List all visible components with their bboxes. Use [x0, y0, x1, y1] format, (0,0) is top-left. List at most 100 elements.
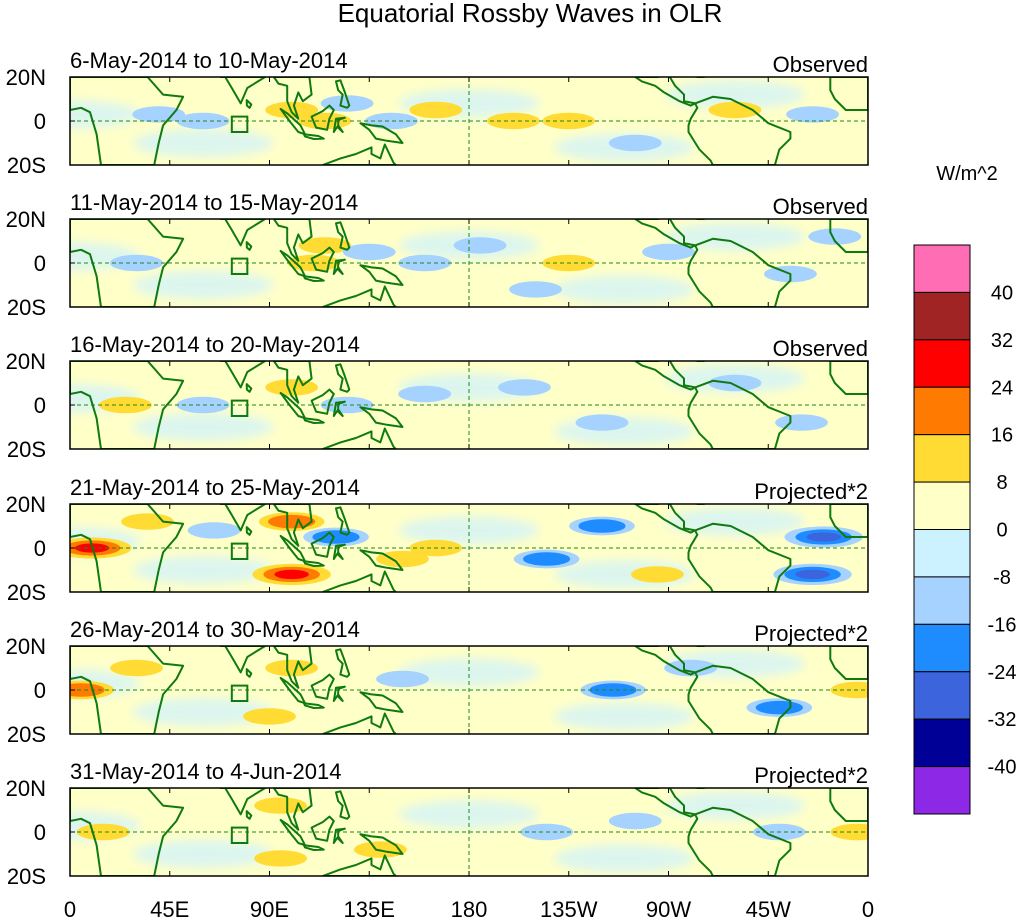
coastline [335, 79, 351, 109]
colorbar-swatch [913, 623, 971, 673]
anomaly-blob [708, 101, 762, 119]
anomaly-blob [132, 106, 186, 123]
anomaly-contour [265, 379, 319, 396]
panel-map [70, 504, 868, 592]
anomaly-contour [608, 134, 662, 152]
anomaly-contour [808, 228, 862, 245]
chart-title: Equatorial Rossby Waves in OLR [338, 0, 723, 28]
colorbar-label: -40 [988, 757, 1017, 779]
colorbar-swatch [913, 386, 971, 436]
y-tick-label: 0 [34, 109, 46, 134]
panel-period-label: 31-May-2014 to 4-Jun-2014 [70, 759, 342, 784]
colorbar-label: -16 [988, 614, 1017, 636]
reference-box [230, 826, 249, 844]
anomaly-blob [608, 134, 662, 152]
anomaly-contour [608, 812, 662, 830]
anomaly-blob [265, 379, 319, 396]
y-tick-label: 0 [34, 820, 46, 845]
colorbar-label: 24 [991, 377, 1013, 399]
coastline [694, 788, 705, 789]
coastline [687, 237, 792, 307]
panel-kind-label: Projected*2 [754, 479, 868, 504]
panel-kind-label: Observed [773, 194, 868, 219]
x-tick-label: 45E [150, 897, 189, 922]
coastline [321, 427, 397, 449]
y-tick-label: 20N [6, 349, 46, 374]
anomaly-contour [312, 530, 360, 544]
panel-1: 20N 0 20S 6-May-2014 to 10-May-2014 Observed [6, 48, 869, 178]
colorbar-units: W/m^2 [936, 163, 998, 185]
coastline [332, 827, 346, 844]
weak-negative-band [133, 271, 273, 299]
anomaly-contour [187, 522, 241, 539]
colorbar-swatch [913, 718, 971, 768]
anomaly-contour [509, 281, 562, 298]
coastline [332, 543, 346, 560]
panel-period-label: 11-May-2014 to 15-May-2014 [70, 190, 358, 215]
weak-negative-band [554, 844, 695, 873]
x-tick-label: 90E [250, 897, 289, 922]
coastline [829, 504, 868, 538]
coastline [332, 116, 346, 133]
anomaly-blob [746, 698, 813, 717]
panel-kind-label: Observed [773, 336, 868, 361]
colorbar: 40 32 24 16 8 0 -8 -16 -24 -32 -40 [913, 244, 1017, 815]
anomaly-contour [708, 374, 762, 392]
anomaly-blob [265, 659, 319, 677]
y-tick-label: 20S [7, 437, 46, 462]
reference-box [230, 399, 249, 418]
coastline [321, 143, 397, 165]
y-tick-label: 20S [7, 864, 46, 889]
anomaly-contour [76, 823, 130, 841]
panel-kind-label: Projected*2 [754, 763, 868, 788]
x-axis-ticks: 0 45E 90E 135E 180 135W 90W 45W 0 [64, 897, 874, 922]
x-tick-label: 180 [451, 897, 488, 922]
anomaly-blob [320, 396, 374, 414]
weak-negative-band [399, 800, 539, 829]
colorbar-label: -24 [988, 662, 1017, 684]
coastline [359, 549, 404, 571]
coastline [335, 506, 351, 536]
anomaly-contour [786, 106, 839, 123]
anomaly-blob [398, 385, 452, 403]
weak-negative-band [399, 516, 539, 545]
anomaly-blob [376, 670, 429, 688]
coastline [245, 241, 253, 251]
panel-map [70, 788, 868, 876]
y-tick-label: 20S [7, 153, 46, 178]
anomaly-contour [99, 396, 152, 414]
panel-map [70, 77, 868, 165]
coastline [321, 570, 397, 592]
colorbar-label: 40 [991, 282, 1013, 304]
anomaly-contour [376, 670, 429, 688]
coastline [302, 133, 325, 140]
weak-negative-band [133, 698, 273, 726]
coastline [687, 664, 792, 734]
anomaly-blob [808, 228, 862, 245]
anomaly-contour [795, 569, 830, 580]
anomaly-blob [243, 708, 296, 725]
panel-kind-label: Projected*2 [754, 621, 868, 646]
coastline [332, 685, 346, 702]
colorbar-label: 32 [991, 330, 1013, 352]
anomaly-blob [708, 374, 762, 392]
anomaly-contour [243, 708, 296, 725]
coastline [687, 806, 792, 876]
anomaly-blob [631, 566, 684, 583]
coastline [694, 646, 705, 647]
anomaly-blob [575, 414, 629, 431]
coastline [335, 790, 351, 820]
panel-4: 20N 0 20S 21-May-2014 to 25-May-2014 Project… [6, 475, 869, 605]
weak-negative-band [133, 129, 273, 157]
weak-negative-band [399, 658, 539, 687]
coastline [694, 219, 705, 220]
coastline [219, 219, 267, 247]
anomaly-contour [806, 532, 841, 542]
anomaly-blob [569, 516, 635, 536]
panel-2: 20N 0 20S 11-May-2014 to 15-May-2014 Observe… [6, 190, 869, 320]
coastline [359, 833, 404, 855]
coastline [829, 361, 868, 395]
anomaly-blob [376, 550, 429, 568]
anomaly-contour [642, 243, 695, 261]
